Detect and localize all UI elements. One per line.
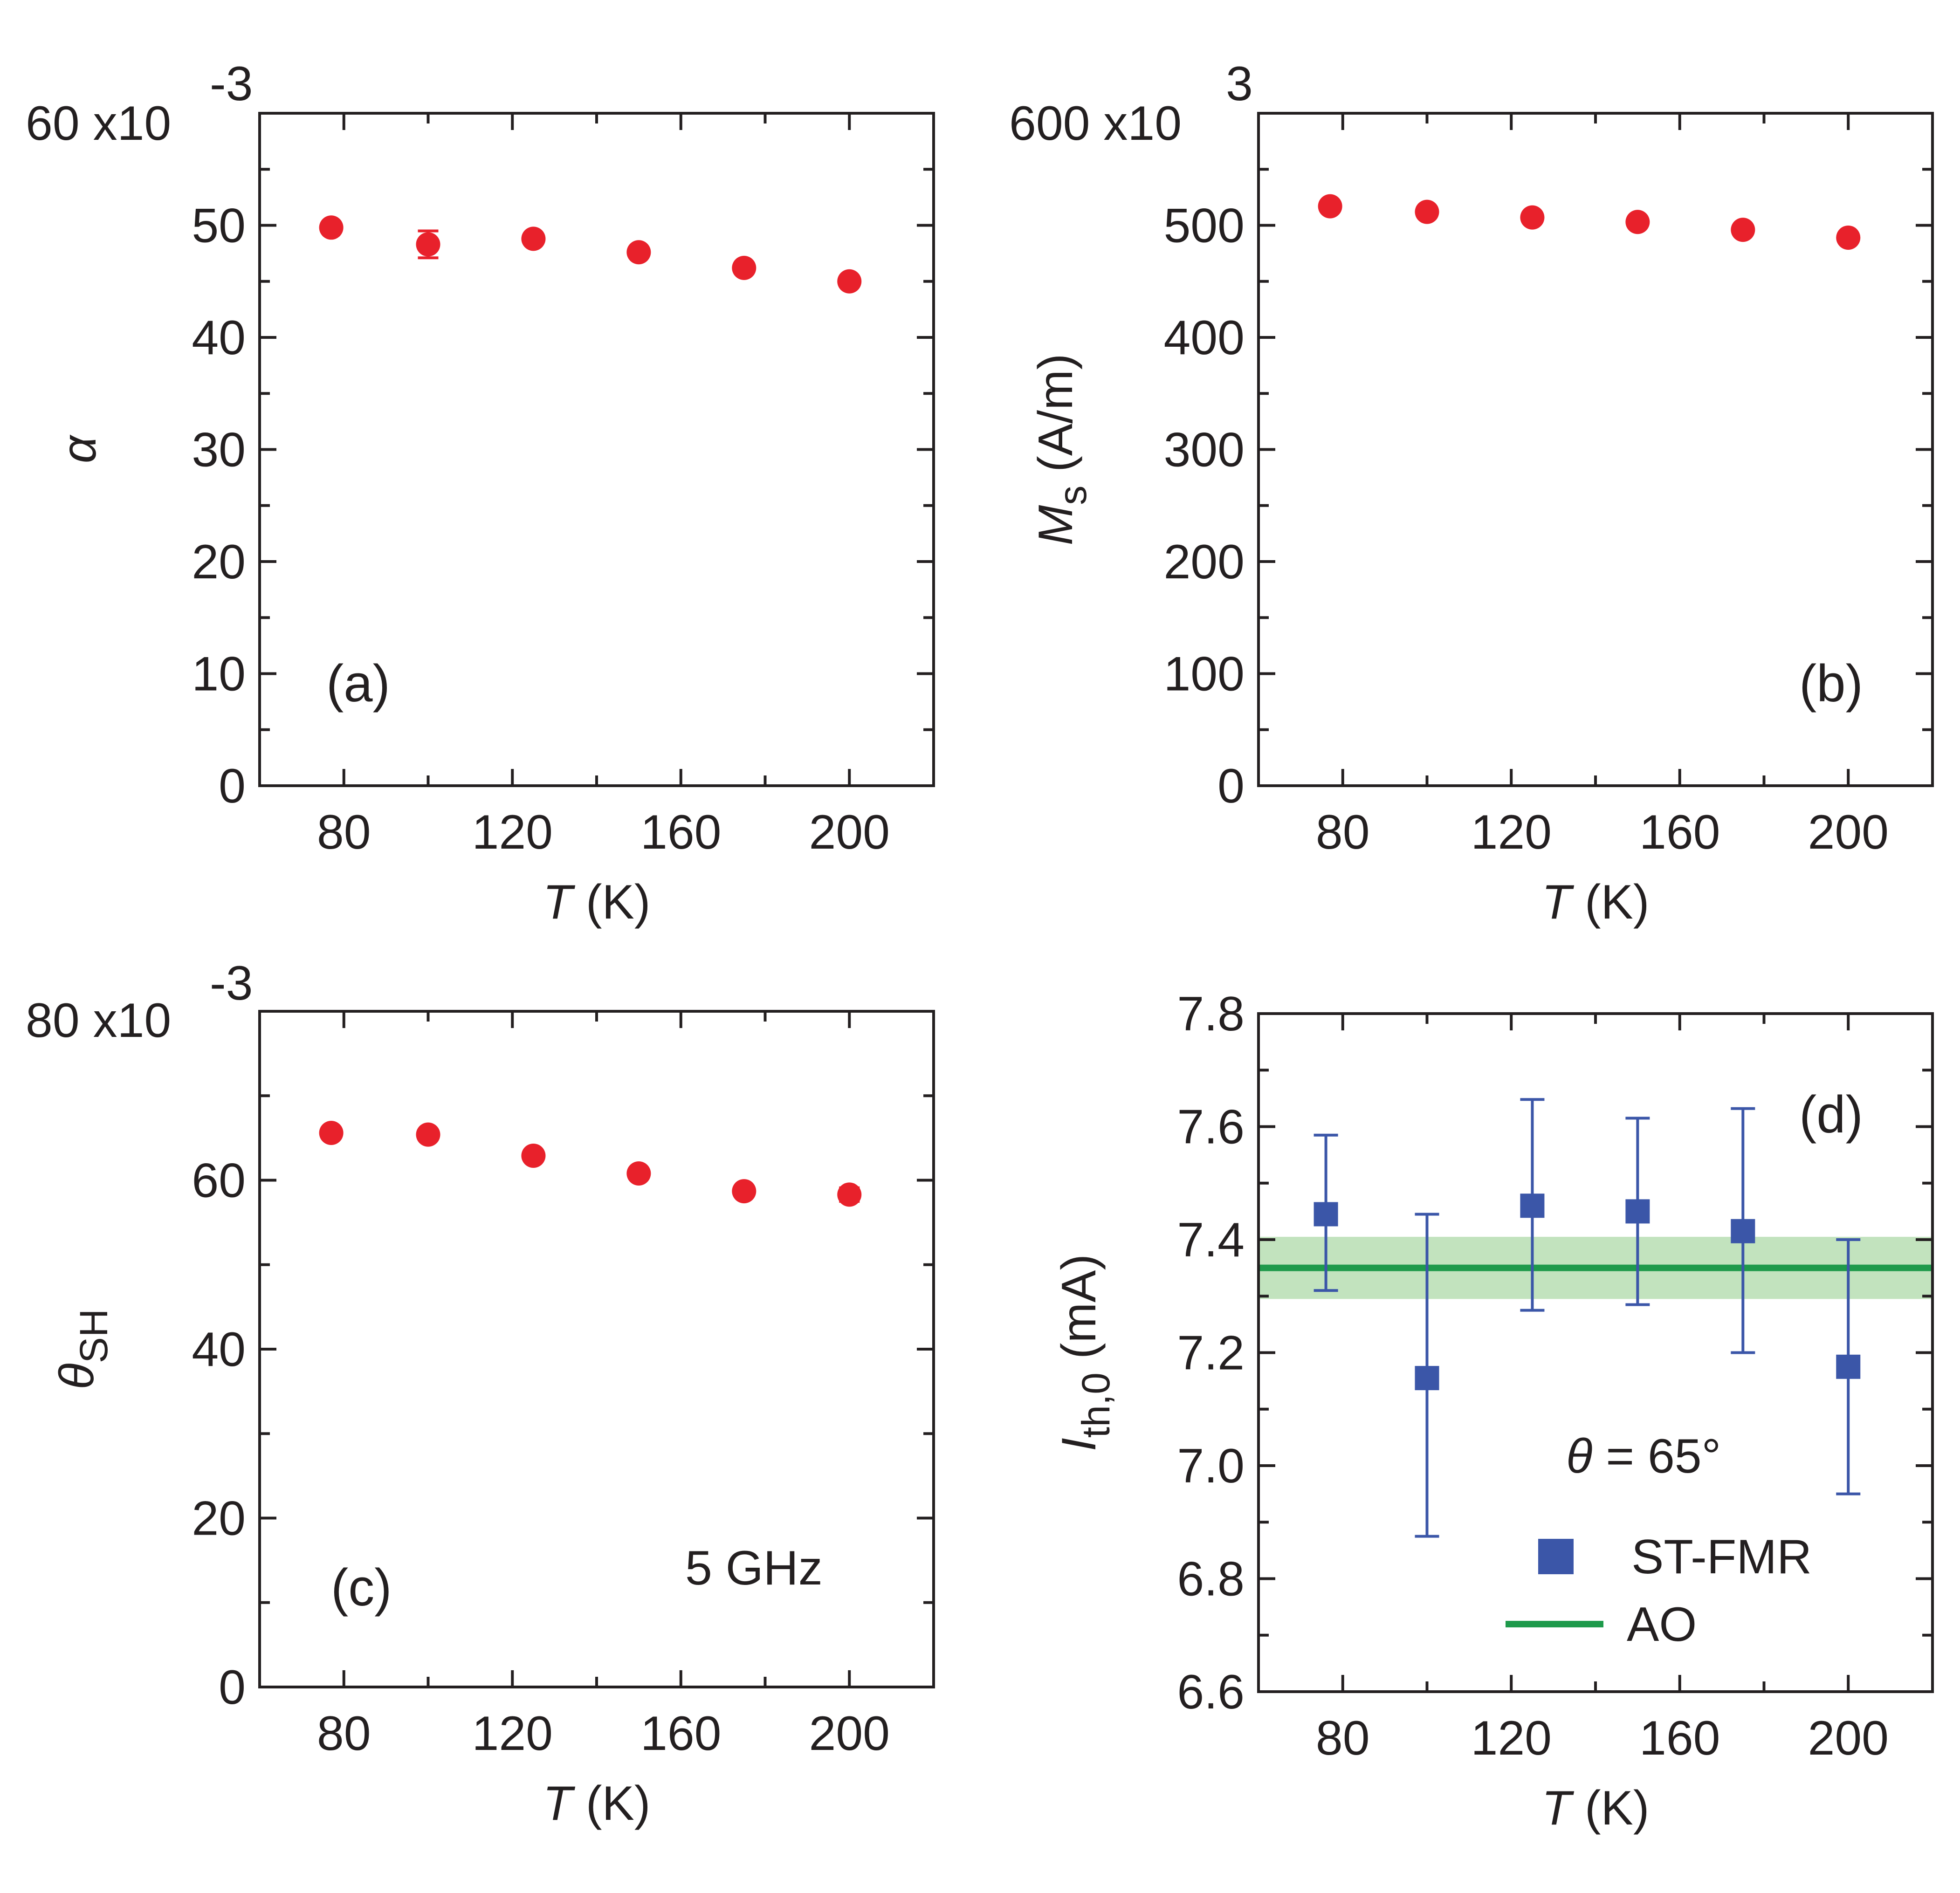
data-point bbox=[1625, 1199, 1650, 1224]
data-point bbox=[1836, 225, 1861, 250]
x-tick-label: 80 bbox=[1316, 805, 1370, 859]
y-tick-label: 100 bbox=[1163, 647, 1245, 701]
y-axis-label: Ms (A/m) bbox=[1029, 354, 1094, 546]
x-tick-label: 80 bbox=[317, 1707, 371, 1761]
y-multiplier: 80 x10 bbox=[26, 994, 171, 1048]
y-axis-label: Ith,0 (mA) bbox=[1052, 1254, 1118, 1451]
x-tick-label: 200 bbox=[809, 1707, 890, 1761]
frequency-annotation: 5 GHz bbox=[685, 1541, 823, 1595]
y-axis-label: θSH bbox=[50, 1309, 116, 1389]
y-axis-label: α bbox=[52, 434, 106, 463]
y-tick-label: 6.8 bbox=[1177, 1552, 1245, 1606]
data-point bbox=[626, 1161, 651, 1186]
legend-label: ST-FMR bbox=[1631, 1530, 1812, 1584]
panel-a: 80 120 160 200 0 10 20 30 40 50 60 x10 -3 T (K) α (a) bbox=[26, 57, 935, 929]
data-point bbox=[837, 269, 862, 294]
y-tick-label: 40 bbox=[192, 311, 246, 365]
y-tick-label: 6.6 bbox=[1177, 1665, 1245, 1719]
y-tick-label: 0 bbox=[219, 759, 246, 813]
x-tick-label: 80 bbox=[1316, 1711, 1370, 1765]
x-tick-label: 120 bbox=[472, 1707, 553, 1761]
y-tick-label: 20 bbox=[192, 535, 246, 589]
y-tick-label: 0 bbox=[1217, 759, 1245, 813]
legend-square-marker bbox=[1538, 1539, 1574, 1574]
data-point bbox=[1625, 210, 1650, 234]
y-tick-label: 0 bbox=[219, 1660, 246, 1715]
data-point bbox=[521, 226, 546, 251]
x-tick-label: 120 bbox=[1471, 805, 1552, 859]
x-tick-label: 160 bbox=[1639, 1711, 1720, 1765]
data-point bbox=[1318, 194, 1342, 219]
x-tick-label: 120 bbox=[1471, 1711, 1552, 1765]
data-point bbox=[416, 232, 440, 257]
panel-d: 80 120 160 200 6.6 6.8 7.0 7.2 7.4 7.6 7.8 T (K) Ith… bbox=[1052, 987, 1934, 1835]
y-tick-label: 7.0 bbox=[1177, 1439, 1245, 1493]
data-point bbox=[1314, 1202, 1338, 1227]
x-tick-label: 160 bbox=[640, 805, 722, 859]
x-tick-label: 120 bbox=[472, 805, 553, 859]
data-point bbox=[1836, 1354, 1861, 1379]
legend-label: AO bbox=[1627, 1598, 1697, 1652]
y-tick-label: 500 bbox=[1163, 199, 1245, 253]
y-tick-label: 7.2 bbox=[1177, 1326, 1245, 1380]
y-tick-label: 300 bbox=[1163, 423, 1245, 477]
y-multiplier: 60 x10 bbox=[26, 96, 171, 151]
y-tick-label: 400 bbox=[1163, 311, 1245, 365]
y-tick-label: 40 bbox=[192, 1323, 246, 1377]
data-point bbox=[416, 1122, 440, 1147]
data-point bbox=[521, 1143, 546, 1168]
panel-b: 80 120 160 200 0 100 200 300 400 500 600 x10 3 T (K)… bbox=[1009, 57, 1934, 929]
y-tick-label: 10 bbox=[192, 647, 246, 701]
panel-label: (a) bbox=[326, 654, 390, 713]
panel-label: (b) bbox=[1799, 654, 1863, 713]
panel-label: (d) bbox=[1799, 1085, 1863, 1144]
data-point bbox=[1520, 1193, 1545, 1218]
y-tick-label: 30 bbox=[192, 423, 246, 477]
data-point bbox=[1731, 218, 1755, 242]
data-point bbox=[626, 240, 651, 265]
x-tick-label: 80 bbox=[317, 805, 371, 859]
data-point bbox=[1415, 1366, 1439, 1391]
data-point bbox=[732, 1179, 756, 1204]
x-tick-label: 160 bbox=[1639, 805, 1720, 859]
data-point bbox=[319, 215, 344, 240]
panel-label: (c) bbox=[331, 1558, 392, 1617]
x-tick-label: 200 bbox=[809, 805, 890, 859]
data-point bbox=[1520, 205, 1545, 230]
y-tick-label: 60 bbox=[192, 1154, 246, 1208]
x-tick-label: 160 bbox=[640, 1707, 722, 1761]
data-point bbox=[1415, 199, 1439, 224]
y-tick-label: 7.4 bbox=[1177, 1213, 1245, 1267]
y-multiplier: 600 x10 bbox=[1009, 96, 1182, 151]
data-point bbox=[1731, 1219, 1755, 1243]
x-tick-label: 200 bbox=[1808, 805, 1889, 859]
y-tick-label: 20 bbox=[192, 1492, 246, 1546]
y-tick-label: 200 bbox=[1163, 535, 1245, 589]
y-tick-label: 7.8 bbox=[1177, 987, 1245, 1041]
data-point bbox=[732, 255, 756, 280]
y-tick-label: 50 bbox=[192, 199, 246, 253]
x-axis-label: T (K) bbox=[1541, 1781, 1649, 1835]
data-point bbox=[319, 1121, 344, 1145]
y-multiplier-exponent: -3 bbox=[210, 956, 253, 1010]
x-axis-label: T (K) bbox=[543, 1776, 650, 1831]
y-multiplier-exponent: -3 bbox=[210, 57, 253, 111]
panel-c: 80 120 160 200 0 20 40 60 80 x10 -3 T (K) θSH (c) 5 G… bbox=[26, 956, 935, 1831]
x-axis-label: T (K) bbox=[1541, 875, 1649, 929]
x-axis-label: T (K) bbox=[543, 875, 650, 929]
y-multiplier-exponent: 3 bbox=[1226, 57, 1253, 111]
angle-annotation: θ = 65° bbox=[1566, 1429, 1721, 1483]
data-point bbox=[837, 1182, 862, 1207]
y-tick-label: 7.6 bbox=[1177, 1100, 1245, 1154]
x-tick-label: 200 bbox=[1808, 1711, 1889, 1765]
